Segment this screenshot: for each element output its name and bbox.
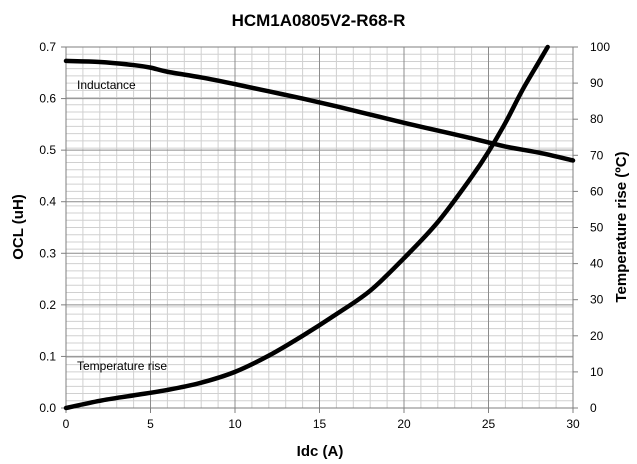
y-tick-label: 0.2 bbox=[39, 298, 56, 312]
y2-tick-label: 90 bbox=[590, 76, 604, 90]
y-tick-label: 0.6 bbox=[39, 92, 56, 106]
x-tick-label: 15 bbox=[313, 417, 327, 431]
y2-tick-label: 0 bbox=[590, 401, 597, 415]
y-tick-label: 0.1 bbox=[39, 349, 56, 363]
y2-tick-label: 100 bbox=[590, 40, 610, 54]
temperature-rise-line bbox=[63, 44, 550, 411]
y-tick-label: 0.4 bbox=[39, 195, 56, 209]
inductance-annotation: Inductance bbox=[77, 78, 136, 92]
x-axis-ticks: 0 5 10 15 20 25 30 bbox=[63, 408, 580, 431]
y-tick-label: 0.5 bbox=[39, 143, 56, 157]
chart-title: HCM1A0805V2-R68-R bbox=[232, 11, 406, 30]
x-tick-label: 30 bbox=[566, 417, 580, 431]
x-tick-label: 25 bbox=[482, 417, 496, 431]
inductance-line bbox=[63, 58, 576, 163]
y2-tick-label: 30 bbox=[590, 293, 604, 307]
x-axis-title: Idc (A) bbox=[297, 443, 344, 460]
y-tick-label: 0.7 bbox=[39, 40, 56, 54]
x-tick-label: 5 bbox=[147, 417, 154, 431]
y-axis-ticks: 0.0 0.1 0.2 0.3 0.4 0.5 0.6 0.7 bbox=[39, 40, 66, 415]
x-tick-label: 0 bbox=[63, 417, 70, 431]
y-tick-label: 0.0 bbox=[39, 401, 56, 415]
y2-tick-label: 70 bbox=[590, 148, 604, 162]
y2-tick-label: 20 bbox=[590, 329, 604, 343]
y2-tick-label: 80 bbox=[590, 112, 604, 126]
x-tick-label: 10 bbox=[228, 417, 242, 431]
temperature-rise-annotation: Temperature rise bbox=[77, 359, 167, 373]
y-axis-title: OCL (uH) bbox=[10, 194, 27, 260]
y2-tick-label: 40 bbox=[590, 257, 604, 271]
y2-tick-label: 50 bbox=[590, 221, 604, 235]
y2-tick-label: 60 bbox=[590, 184, 604, 198]
y2-axis-ticks: 0 10 20 30 40 50 60 70 80 90 100 bbox=[573, 40, 610, 415]
y2-axis-title: Temperature rise (ºC) bbox=[613, 151, 630, 302]
series-layer bbox=[63, 44, 576, 411]
y-tick-label: 0.3 bbox=[39, 246, 56, 260]
x-tick-label: 20 bbox=[397, 417, 411, 431]
y2-tick-label: 10 bbox=[590, 365, 604, 379]
